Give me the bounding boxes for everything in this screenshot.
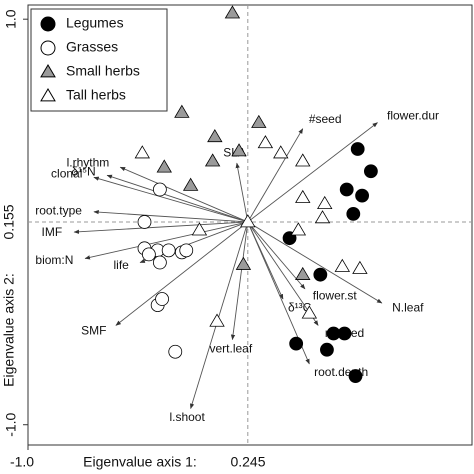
point: [337, 326, 352, 341]
point: [191, 222, 208, 236]
point: [339, 182, 354, 197]
legend-label: Grasses: [66, 39, 118, 55]
loading-arrow: [247, 122, 378, 223]
loading-arrow: [73, 221, 248, 234]
loading-arrow: [247, 221, 383, 304]
loading-arrow: [247, 221, 319, 326]
loading-arrow: [115, 221, 249, 326]
point: [257, 135, 274, 149]
vector-label: life: [114, 258, 130, 272]
loading-arrow: [247, 128, 304, 223]
point: [317, 195, 333, 210]
point: [314, 210, 331, 224]
loading-arrow: [119, 166, 248, 223]
point: [152, 182, 167, 197]
point: [363, 164, 378, 179]
y-tick-label: 1.0: [3, 9, 19, 29]
vector-label: flower.st: [313, 289, 358, 303]
loading-arrow: [93, 209, 248, 223]
vector-label: l.rhythm: [67, 155, 110, 169]
loading-arrow: [230, 221, 249, 341]
point: [240, 214, 256, 228]
point: [334, 258, 351, 272]
point: [251, 114, 267, 128]
point: [134, 145, 150, 159]
vector-label: clonal: [51, 167, 82, 181]
point: [231, 143, 247, 157]
x-tick-label: -1.0: [10, 454, 34, 470]
vector-label: N.leaf: [392, 300, 424, 314]
legend-marker: [40, 40, 56, 56]
point: [155, 292, 169, 306]
point: [141, 247, 156, 262]
loading-arrow: [235, 162, 249, 223]
point: [350, 142, 365, 156]
vector-label: δ¹³C: [288, 300, 312, 314]
legend-marker: [40, 64, 56, 78]
vector-label: δ¹⁵N: [71, 164, 95, 178]
point: [209, 313, 225, 327]
point: [224, 5, 241, 19]
point: [320, 342, 334, 357]
point: [348, 369, 363, 383]
point: [207, 129, 223, 143]
loading-arrow: [106, 174, 248, 223]
loading-arrow: [247, 221, 306, 290]
legend-label: Legumes: [66, 15, 124, 31]
plot-frame: [27, 4, 473, 446]
point: [161, 243, 176, 258]
vector-label: SMF: [81, 324, 106, 338]
x-axis-label: Eigenvalue axis 1:: [83, 454, 197, 470]
point: [289, 336, 304, 351]
point: [137, 215, 152, 229]
y-eigenvalue: 0.155: [1, 204, 17, 239]
x-eigenvalue: 0.245: [230, 454, 265, 470]
legend-label: Tall herbs: [66, 87, 126, 103]
point: [290, 222, 307, 236]
point: [235, 256, 252, 270]
point: [295, 153, 311, 167]
vector-label: #seed: [309, 112, 342, 126]
point: [168, 344, 183, 359]
loading-arrow: [84, 221, 248, 260]
vector-label: biom:N: [35, 253, 73, 267]
legend-label: Small herbs: [66, 63, 140, 79]
point: [295, 189, 311, 203]
point: [352, 260, 368, 274]
point: [273, 145, 289, 159]
vector-label: flower.dur: [387, 109, 439, 123]
vector-label: vert.leaf: [210, 342, 253, 356]
point: [355, 188, 369, 203]
y-tick-label: -1.0: [3, 412, 19, 436]
vector-label: IMF: [42, 225, 63, 239]
point: [346, 206, 361, 221]
loading-arrow: [190, 221, 249, 410]
point: [182, 177, 199, 191]
point: [204, 153, 221, 167]
vector-label: root.type: [35, 203, 82, 217]
point: [179, 243, 194, 258]
point: [152, 255, 167, 270]
point: [301, 305, 318, 319]
point: [313, 267, 328, 282]
legend-marker: [40, 16, 56, 32]
loading-arrow: [93, 176, 248, 223]
vector-label: l.shoot: [169, 410, 205, 424]
point: [174, 104, 190, 118]
point: [295, 266, 311, 280]
legend-marker: [40, 88, 56, 102]
point: [156, 159, 172, 173]
y-axis-label: Eigenvalue axis 2:: [1, 273, 17, 387]
